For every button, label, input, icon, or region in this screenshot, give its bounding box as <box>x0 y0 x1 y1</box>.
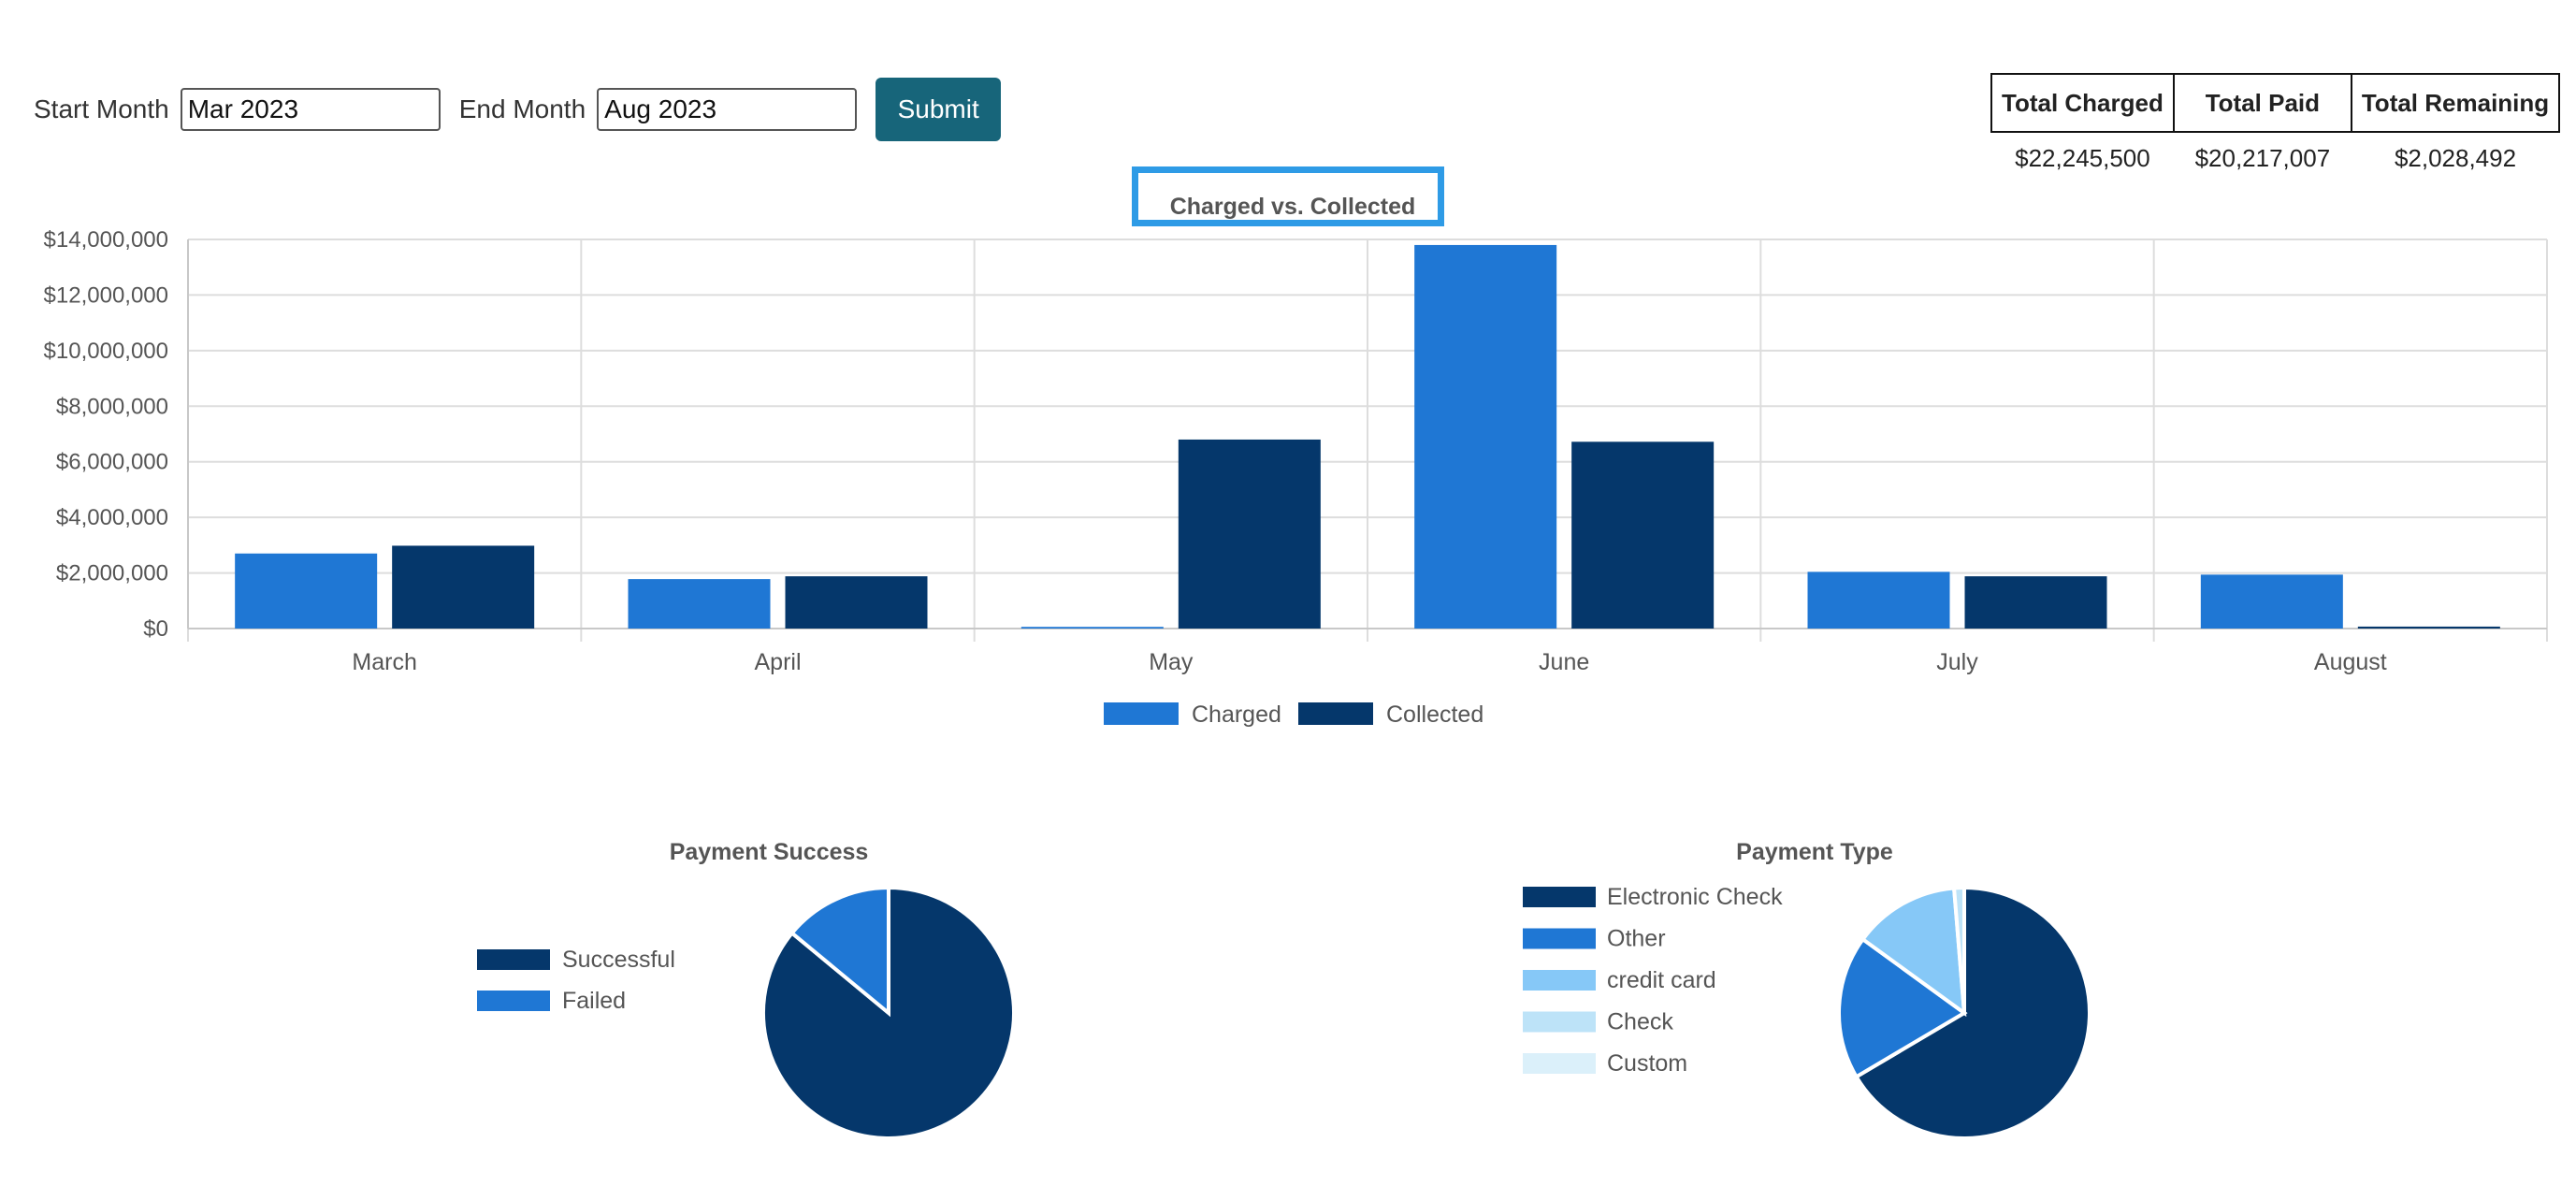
x-tick-label: May <box>1149 649 1194 675</box>
total-paid-value: $20,217,007 <box>2194 143 2331 172</box>
payment-type-legend-swatch <box>1523 1011 1596 1033</box>
bar-charged-july <box>1807 571 1950 629</box>
end-month-input[interactable] <box>597 88 858 131</box>
x-tick-label: July <box>1936 649 1978 675</box>
payment-success-slice-1 <box>789 885 890 1018</box>
payment-type-legend-swatch <box>1523 1053 1596 1074</box>
total-remaining-header: Total Remaining <box>2350 73 2561 133</box>
payment-type-slice-0 <box>1853 885 2091 1140</box>
legend-label-collected: Collected <box>1386 701 1483 728</box>
payment-type-legend-label: Electronic Check <box>1607 884 1783 910</box>
payment-type-title: Payment Type <box>1736 839 1893 865</box>
payment-type-legend-label: Check <box>1607 1009 1673 1035</box>
payment-type-legend-swatch <box>1523 887 1596 907</box>
payment-type-legend-swatch <box>1523 928 1596 949</box>
submit-button[interactable]: Submit <box>876 78 1002 141</box>
totals-value-row: $22,245,500 $20,217,007 $2,028,492 <box>1991 132 2559 183</box>
y-tick-label: $2,000,000 <box>56 561 168 586</box>
bar-collected-july <box>1964 576 2107 629</box>
end-month-label: End Month <box>458 94 586 123</box>
y-tick-label: $6,000,000 <box>56 450 168 475</box>
payment-success-legend-swatch <box>477 991 550 1011</box>
payment-type-slice-1 <box>1837 936 1968 1079</box>
payment-type-legend-swatch <box>1523 970 1596 991</box>
x-tick-label: August <box>2314 649 2387 675</box>
legend-swatch-collected <box>1298 702 1373 725</box>
chart-title-highlight <box>1132 166 1444 226</box>
bar-charged-april <box>628 579 771 629</box>
x-tick-label: March <box>352 649 416 675</box>
total-charged-header: Total Charged <box>1990 73 2175 133</box>
payment-success-legend-swatch <box>477 949 550 970</box>
bar-collected-april <box>785 576 928 629</box>
x-tick-label: April <box>754 649 801 675</box>
payment-type-legend-label: credit card <box>1607 967 1716 993</box>
payment-type-slice-2 <box>1860 886 1967 1018</box>
payment-type-slice-3 <box>1951 885 1966 1014</box>
bar-collected-august <box>2357 626 2500 629</box>
payment-success-legend-label: Successful <box>562 947 675 973</box>
total-paid-header: Total Paid <box>2172 73 2352 133</box>
bar-charged-may <box>1020 627 1164 629</box>
start-month-input[interactable] <box>180 88 441 131</box>
bar-collected-march <box>392 545 535 629</box>
y-tick-label: $0 <box>143 616 168 642</box>
y-tick-label: $4,000,000 <box>56 505 168 530</box>
legend-swatch-charged <box>1104 702 1179 725</box>
legend-label-charged: Charged <box>1192 701 1281 728</box>
date-filter-form: Start Month End Month Submit <box>34 77 1002 142</box>
bar-chart-title: Charged vs. Collected <box>1170 194 1416 220</box>
payment-type-legend-label: Other <box>1607 926 1666 952</box>
total-remaining-value: $2,028,492 <box>2394 143 2517 172</box>
bar-charged-june <box>1414 244 1557 629</box>
y-tick-label: $8,000,000 <box>56 394 168 419</box>
bar-collected-june <box>1571 441 1715 629</box>
bar-charged-august <box>2200 574 2343 629</box>
total-charged-value: $22,245,500 <box>2015 143 2150 172</box>
totals-table: Total Charged Total Paid Total Remaining… <box>1990 73 2561 183</box>
payment-success-legend-label: Failed <box>562 988 626 1014</box>
payment-type-legend-label: Custom <box>1607 1050 1687 1077</box>
x-tick-label: June <box>1539 649 1589 675</box>
y-tick-label: $10,000,000 <box>44 339 168 364</box>
payment-success-title: Payment Success <box>670 839 869 865</box>
bar-charged-march <box>235 553 378 629</box>
bar-collected-may <box>1178 439 1321 629</box>
y-tick-label: $12,000,000 <box>44 282 168 308</box>
y-tick-label: $14,000,000 <box>44 227 168 253</box>
start-month-label: Start Month <box>34 94 169 123</box>
totals-header-row: Total Charged Total Paid Total Remaining <box>1990 73 2561 133</box>
